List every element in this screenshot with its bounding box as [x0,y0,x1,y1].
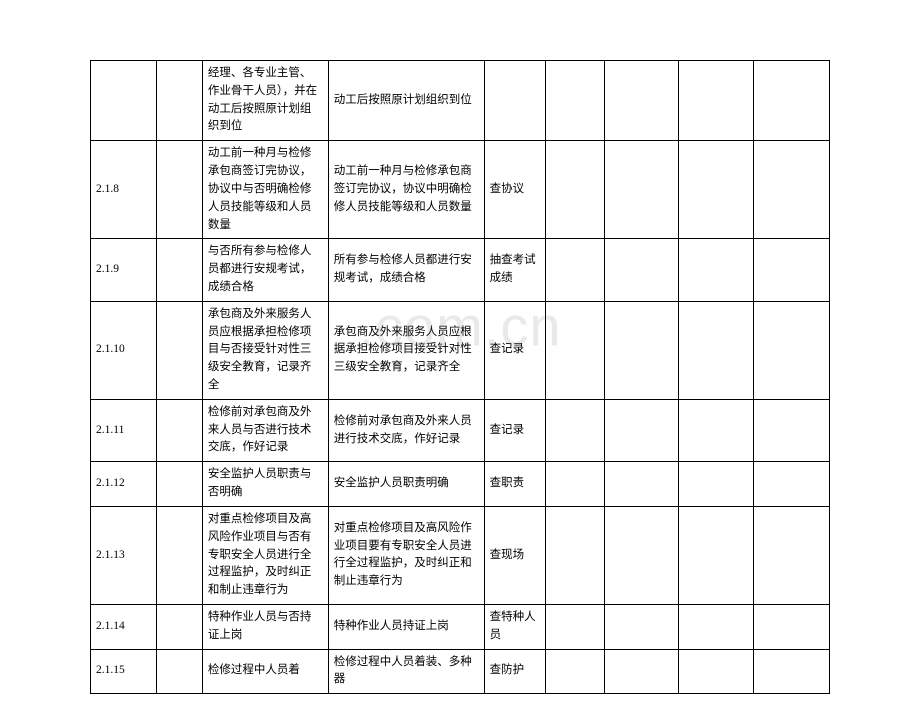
cell-c2 [156,301,202,399]
table-row: 经理、各专业主管、作业骨干人员），并在动工后按照原计划组织到位动工后按照原计划组… [91,61,830,141]
cell-method: 查协议 [484,141,545,239]
cell-c2 [156,604,202,649]
cell-standard: 动工前一种月与检修承包商签订完协议，协议中明确检修人员技能等级和人员数量 [328,141,484,239]
cell-c8 [679,506,753,604]
table-row: 2.1.12 安全监护人员职责与否明确安全监护人员职责明确查职责 [91,462,830,507]
cell-c8 [679,141,753,239]
cell-c8 [679,462,753,507]
cell-id: 2.1.9 [91,239,157,301]
cell-c2 [156,506,202,604]
table-row: 2.1.10 承包商及外来服务人员应根据承担检修项目与否接受针对性三级安全教育，记… [91,301,830,399]
cell-c2 [156,649,202,694]
cell-c9 [753,141,829,239]
cell-c2 [156,61,202,141]
cell-id: 2.1.14 [91,604,157,649]
cell-c2 [156,141,202,239]
table-row: 2.1.13 对重点检修项目及高风险作业项目与否有专职安全人员进行全过程监护，及时… [91,506,830,604]
table-row: 2.1.9 与否所有参与检修人员都进行安规考试，成绩合格所有参与检修人员都进行安规… [91,239,830,301]
document-page: 经理、各专业主管、作业骨干人员），并在动工后按照原计划组织到位动工后按照原计划组… [0,0,920,714]
cell-c6 [545,462,604,507]
cell-id: 2.1.8 [91,141,157,239]
cell-method: 查现场 [484,506,545,604]
cell-c6 [545,61,604,141]
table-row: 2.1.8 动工前一种月与检修承包商签订完协议，协议中与否明确检修人员技能等级和人… [91,141,830,239]
cell-c6 [545,399,604,461]
cell-c7 [605,239,679,301]
cell-method: 查记录 [484,399,545,461]
cell-c6 [545,649,604,694]
cell-c7 [605,506,679,604]
cell-c6 [545,239,604,301]
cell-standard: 检修前对承包商及外来人员进行技术交底，作好记录 [328,399,484,461]
cell-id: 2.1.11 [91,399,157,461]
cell-c2 [156,239,202,301]
cell-question: 经理、各专业主管、作业骨干人员），并在动工后按照原计划组织到位 [202,61,328,141]
cell-c7 [605,604,679,649]
cell-question: 动工前一种月与检修承包商签订完协议，协议中与否明确检修人员技能等级和人员数量 [202,141,328,239]
cell-method [484,61,545,141]
table-row: 2.1.14 特种作业人员与否持证上岗特种作业人员持证上岗查特种人员 [91,604,830,649]
cell-c9 [753,462,829,507]
cell-c8 [679,649,753,694]
cell-standard: 对重点检修项目及高风险作业项目要有专职安全人员进行全过程监护，及时纠正和制止违章… [328,506,484,604]
table-row: 2.1.15 检修过程中人员着检修过程中人员着装、多种器查防护 [91,649,830,694]
cell-method: 查记录 [484,301,545,399]
cell-method: 抽查考试成绩 [484,239,545,301]
cell-c7 [605,61,679,141]
cell-c9 [753,506,829,604]
cell-method: 查防护 [484,649,545,694]
cell-c9 [753,604,829,649]
cell-c8 [679,61,753,141]
cell-c2 [156,462,202,507]
inspection-table: 经理、各专业主管、作业骨干人员），并在动工后按照原计划组织到位动工后按照原计划组… [90,60,830,694]
cell-c7 [605,649,679,694]
cell-question: 检修前对承包商及外来人员与否进行技术交底，作好记录 [202,399,328,461]
cell-c8 [679,604,753,649]
cell-c7 [605,399,679,461]
cell-method: 查特种人员 [484,604,545,649]
cell-id [91,61,157,141]
cell-c6 [545,506,604,604]
cell-id: 2.1.10 [91,301,157,399]
cell-question: 与否所有参与检修人员都进行安规考试，成绩合格 [202,239,328,301]
cell-c6 [545,141,604,239]
cell-c6 [545,604,604,649]
table-row: 2.1.11 检修前对承包商及外来人员与否进行技术交底，作好记录检修前对承包商及外… [91,399,830,461]
cell-standard: 承包商及外来服务人员应根据承担检修项目接受针对性三级安全教育，记录齐全 [328,301,484,399]
cell-c8 [679,399,753,461]
cell-c8 [679,239,753,301]
cell-c2 [156,399,202,461]
cell-standard: 所有参与检修人员都进行安规考试，成绩合格 [328,239,484,301]
cell-id: 2.1.15 [91,649,157,694]
cell-c9 [753,399,829,461]
cell-c8 [679,301,753,399]
cell-method: 查职责 [484,462,545,507]
cell-c6 [545,301,604,399]
cell-standard: 特种作业人员持证上岗 [328,604,484,649]
cell-c7 [605,462,679,507]
cell-c7 [605,301,679,399]
cell-id: 2.1.12 [91,462,157,507]
cell-question: 安全监护人员职责与否明确 [202,462,328,507]
cell-question: 承包商及外来服务人员应根据承担检修项目与否接受针对性三级安全教育，记录齐全 [202,301,328,399]
cell-question: 对重点检修项目及高风险作业项目与否有专职安全人员进行全过程监护，及时纠正和制止违… [202,506,328,604]
cell-c9 [753,61,829,141]
cell-id: 2.1.13 [91,506,157,604]
cell-c9 [753,649,829,694]
cell-standard: 检修过程中人员着装、多种器 [328,649,484,694]
cell-standard: 动工后按照原计划组织到位 [328,61,484,141]
cell-question: 检修过程中人员着 [202,649,328,694]
cell-question: 特种作业人员与否持证上岗 [202,604,328,649]
cell-c7 [605,141,679,239]
cell-standard: 安全监护人员职责明确 [328,462,484,507]
cell-c9 [753,301,829,399]
cell-c9 [753,239,829,301]
